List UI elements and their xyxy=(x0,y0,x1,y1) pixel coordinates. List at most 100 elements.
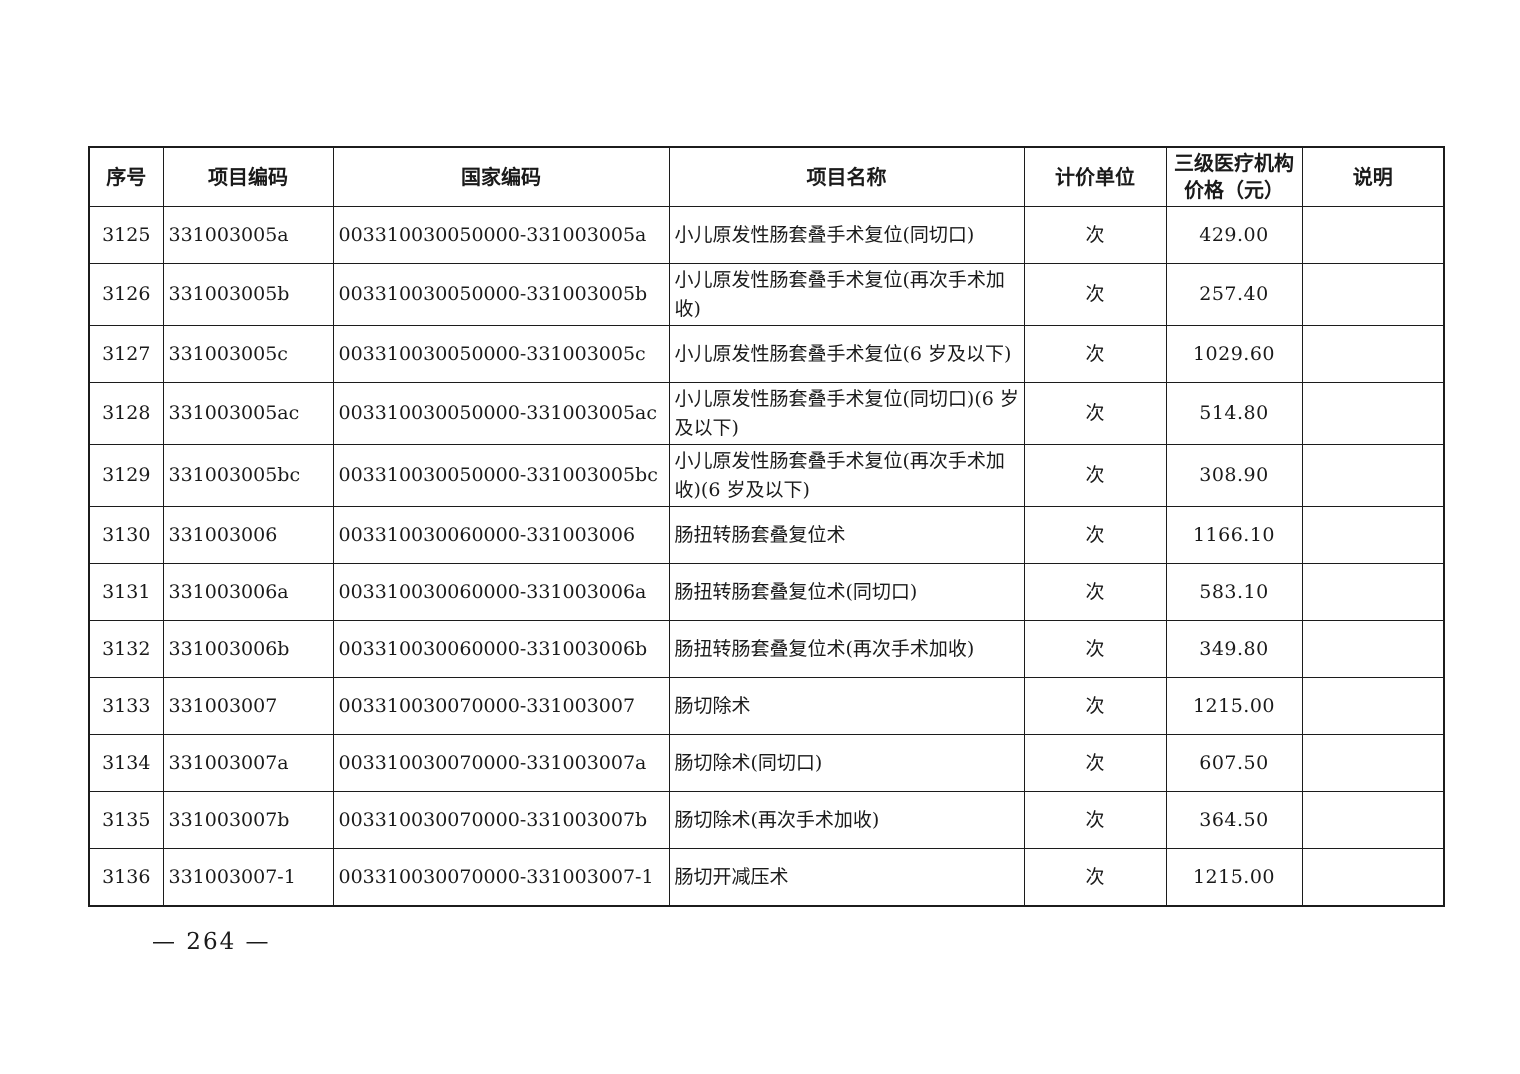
cell-item-name: 小儿原发性肠套叠手术复位(同切口) xyxy=(668,206,1025,264)
table-row: 3129 331003005bc 003310030050000-3310030… xyxy=(88,444,1445,507)
cell-price: 607.50 xyxy=(1165,734,1303,792)
table-row: 3128 331003005ac 003310030050000-3310030… xyxy=(88,382,1445,445)
cell-price: 257.40 xyxy=(1165,263,1303,326)
cell-unit: 次 xyxy=(1023,620,1167,678)
cell-seq: 3134 xyxy=(88,734,164,792)
cell-note xyxy=(1301,263,1445,326)
cell-seq: 3128 xyxy=(88,382,164,445)
cell-item-name: 肠切除术 xyxy=(668,677,1025,735)
cell-seq: 3130 xyxy=(88,506,164,564)
cell-national-code: 003310030070000-331003007 xyxy=(332,677,670,735)
cell-price: 514.80 xyxy=(1165,382,1303,445)
cell-unit: 次 xyxy=(1023,563,1167,621)
col-header-unit: 计价单位 xyxy=(1023,146,1167,207)
cell-seq: 3135 xyxy=(88,791,164,849)
cell-price: 364.50 xyxy=(1165,791,1303,849)
table-row: 3131 331003006a 003310030060000-33100300… xyxy=(88,563,1445,621)
col-header-note: 说明 xyxy=(1301,146,1445,207)
cell-national-code: 003310030070000-331003007-1 xyxy=(332,848,670,906)
cell-item-code: 331003006a xyxy=(162,563,334,621)
cell-note xyxy=(1301,791,1445,849)
cell-note xyxy=(1301,734,1445,792)
cell-note xyxy=(1301,444,1445,507)
cell-item-code: 331003005c xyxy=(162,325,334,383)
cell-unit: 次 xyxy=(1023,506,1167,564)
cell-price: 429.00 xyxy=(1165,206,1303,264)
cell-seq: 3136 xyxy=(88,848,164,906)
cell-note xyxy=(1301,506,1445,564)
cell-unit: 次 xyxy=(1023,791,1167,849)
table-row: 3135 331003007b 003310030070000-33100300… xyxy=(88,791,1445,849)
table-row: 3132 331003006b 003310030060000-33100300… xyxy=(88,620,1445,678)
cell-item-code: 331003007 xyxy=(162,677,334,735)
cell-note xyxy=(1301,848,1445,906)
cell-item-name: 肠切开减压术 xyxy=(668,848,1025,906)
cell-item-code: 331003007b xyxy=(162,791,334,849)
table-row: 3127 331003005c 003310030050000-33100300… xyxy=(88,325,1445,383)
cell-price: 583.10 xyxy=(1165,563,1303,621)
cell-unit: 次 xyxy=(1023,263,1167,326)
cell-item-code: 331003006 xyxy=(162,506,334,564)
cell-unit: 次 xyxy=(1023,325,1167,383)
cell-unit: 次 xyxy=(1023,206,1167,264)
table-row: 3130 331003006 003310030060000-331003006… xyxy=(88,506,1445,564)
cell-national-code: 003310030070000-331003007b xyxy=(332,791,670,849)
cell-seq: 3131 xyxy=(88,563,164,621)
cell-item-code: 331003005a xyxy=(162,206,334,264)
cell-note xyxy=(1301,563,1445,621)
cell-seq: 3129 xyxy=(88,444,164,507)
cell-item-name: 肠切除术(同切口) xyxy=(668,734,1025,792)
cell-item-name: 小儿原发性肠套叠手术复位(同切口)(6 岁及以下) xyxy=(668,382,1025,445)
col-header-item-name: 项目名称 xyxy=(668,146,1025,207)
cell-item-name: 小儿原发性肠套叠手术复位(6 岁及以下) xyxy=(668,325,1025,383)
cell-national-code: 003310030050000-331003005ac xyxy=(332,382,670,445)
cell-national-code: 003310030060000-331003006a xyxy=(332,563,670,621)
cell-national-code: 003310030050000-331003005c xyxy=(332,325,670,383)
cell-price: 1029.60 xyxy=(1165,325,1303,383)
cell-unit: 次 xyxy=(1023,848,1167,906)
cell-unit: 次 xyxy=(1023,677,1167,735)
cell-seq: 3133 xyxy=(88,677,164,735)
table-row: 3125 331003005a 003310030050000-33100300… xyxy=(88,206,1445,264)
col-header-price: 三级医疗机构 价格（元） xyxy=(1165,146,1303,207)
cell-seq: 3125 xyxy=(88,206,164,264)
col-header-seq: 序号 xyxy=(88,146,164,207)
cell-item-name: 肠扭转肠套叠复位术(再次手术加收) xyxy=(668,620,1025,678)
table-row: 3134 331003007a 003310030070000-33100300… xyxy=(88,734,1445,792)
cell-item-code: 331003005bc xyxy=(162,444,334,507)
cell-seq: 3126 xyxy=(88,263,164,326)
cell-price: 349.80 xyxy=(1165,620,1303,678)
cell-item-name: 小儿原发性肠套叠手术复位(再次手术加收)(6 岁及以下) xyxy=(668,444,1025,507)
cell-price: 1215.00 xyxy=(1165,677,1303,735)
cell-national-code: 003310030050000-331003005b xyxy=(332,263,670,326)
table-row: 3126 331003005b 003310030050000-33100300… xyxy=(88,263,1445,326)
cell-item-code: 331003005ac xyxy=(162,382,334,445)
cell-national-code: 003310030060000-331003006 xyxy=(332,506,670,564)
cell-seq: 3127 xyxy=(88,325,164,383)
cell-item-code: 331003007a xyxy=(162,734,334,792)
cell-note xyxy=(1301,620,1445,678)
cell-note xyxy=(1301,382,1445,445)
cell-item-name: 小儿原发性肠套叠手术复位(再次手术加收) xyxy=(668,263,1025,326)
cell-price: 1215.00 xyxy=(1165,848,1303,906)
cell-unit: 次 xyxy=(1023,734,1167,792)
col-header-item-code: 项目编码 xyxy=(162,146,334,207)
cell-item-name: 肠扭转肠套叠复位术(同切口) xyxy=(668,563,1025,621)
cell-price: 1166.10 xyxy=(1165,506,1303,564)
cell-item-code: 331003005b xyxy=(162,263,334,326)
cell-unit: 次 xyxy=(1023,382,1167,445)
header-row: 序号 项目编码 国家编码 项目名称 计价单位 三级医疗机构 价格（元） 说明 xyxy=(88,146,1445,207)
cell-note xyxy=(1301,206,1445,264)
cell-item-name: 肠切除术(再次手术加收) xyxy=(668,791,1025,849)
cell-national-code: 003310030070000-331003007a xyxy=(332,734,670,792)
table-row: 3136 331003007-1 003310030070000-3310030… xyxy=(88,848,1445,906)
cell-note xyxy=(1301,325,1445,383)
cell-national-code: 003310030050000-331003005bc xyxy=(332,444,670,507)
cell-unit: 次 xyxy=(1023,444,1167,507)
cell-item-name: 肠扭转肠套叠复位术 xyxy=(668,506,1025,564)
cell-note xyxy=(1301,677,1445,735)
cell-seq: 3132 xyxy=(88,620,164,678)
cell-item-code: 331003007-1 xyxy=(162,848,334,906)
cell-national-code: 003310030050000-331003005a xyxy=(332,206,670,264)
